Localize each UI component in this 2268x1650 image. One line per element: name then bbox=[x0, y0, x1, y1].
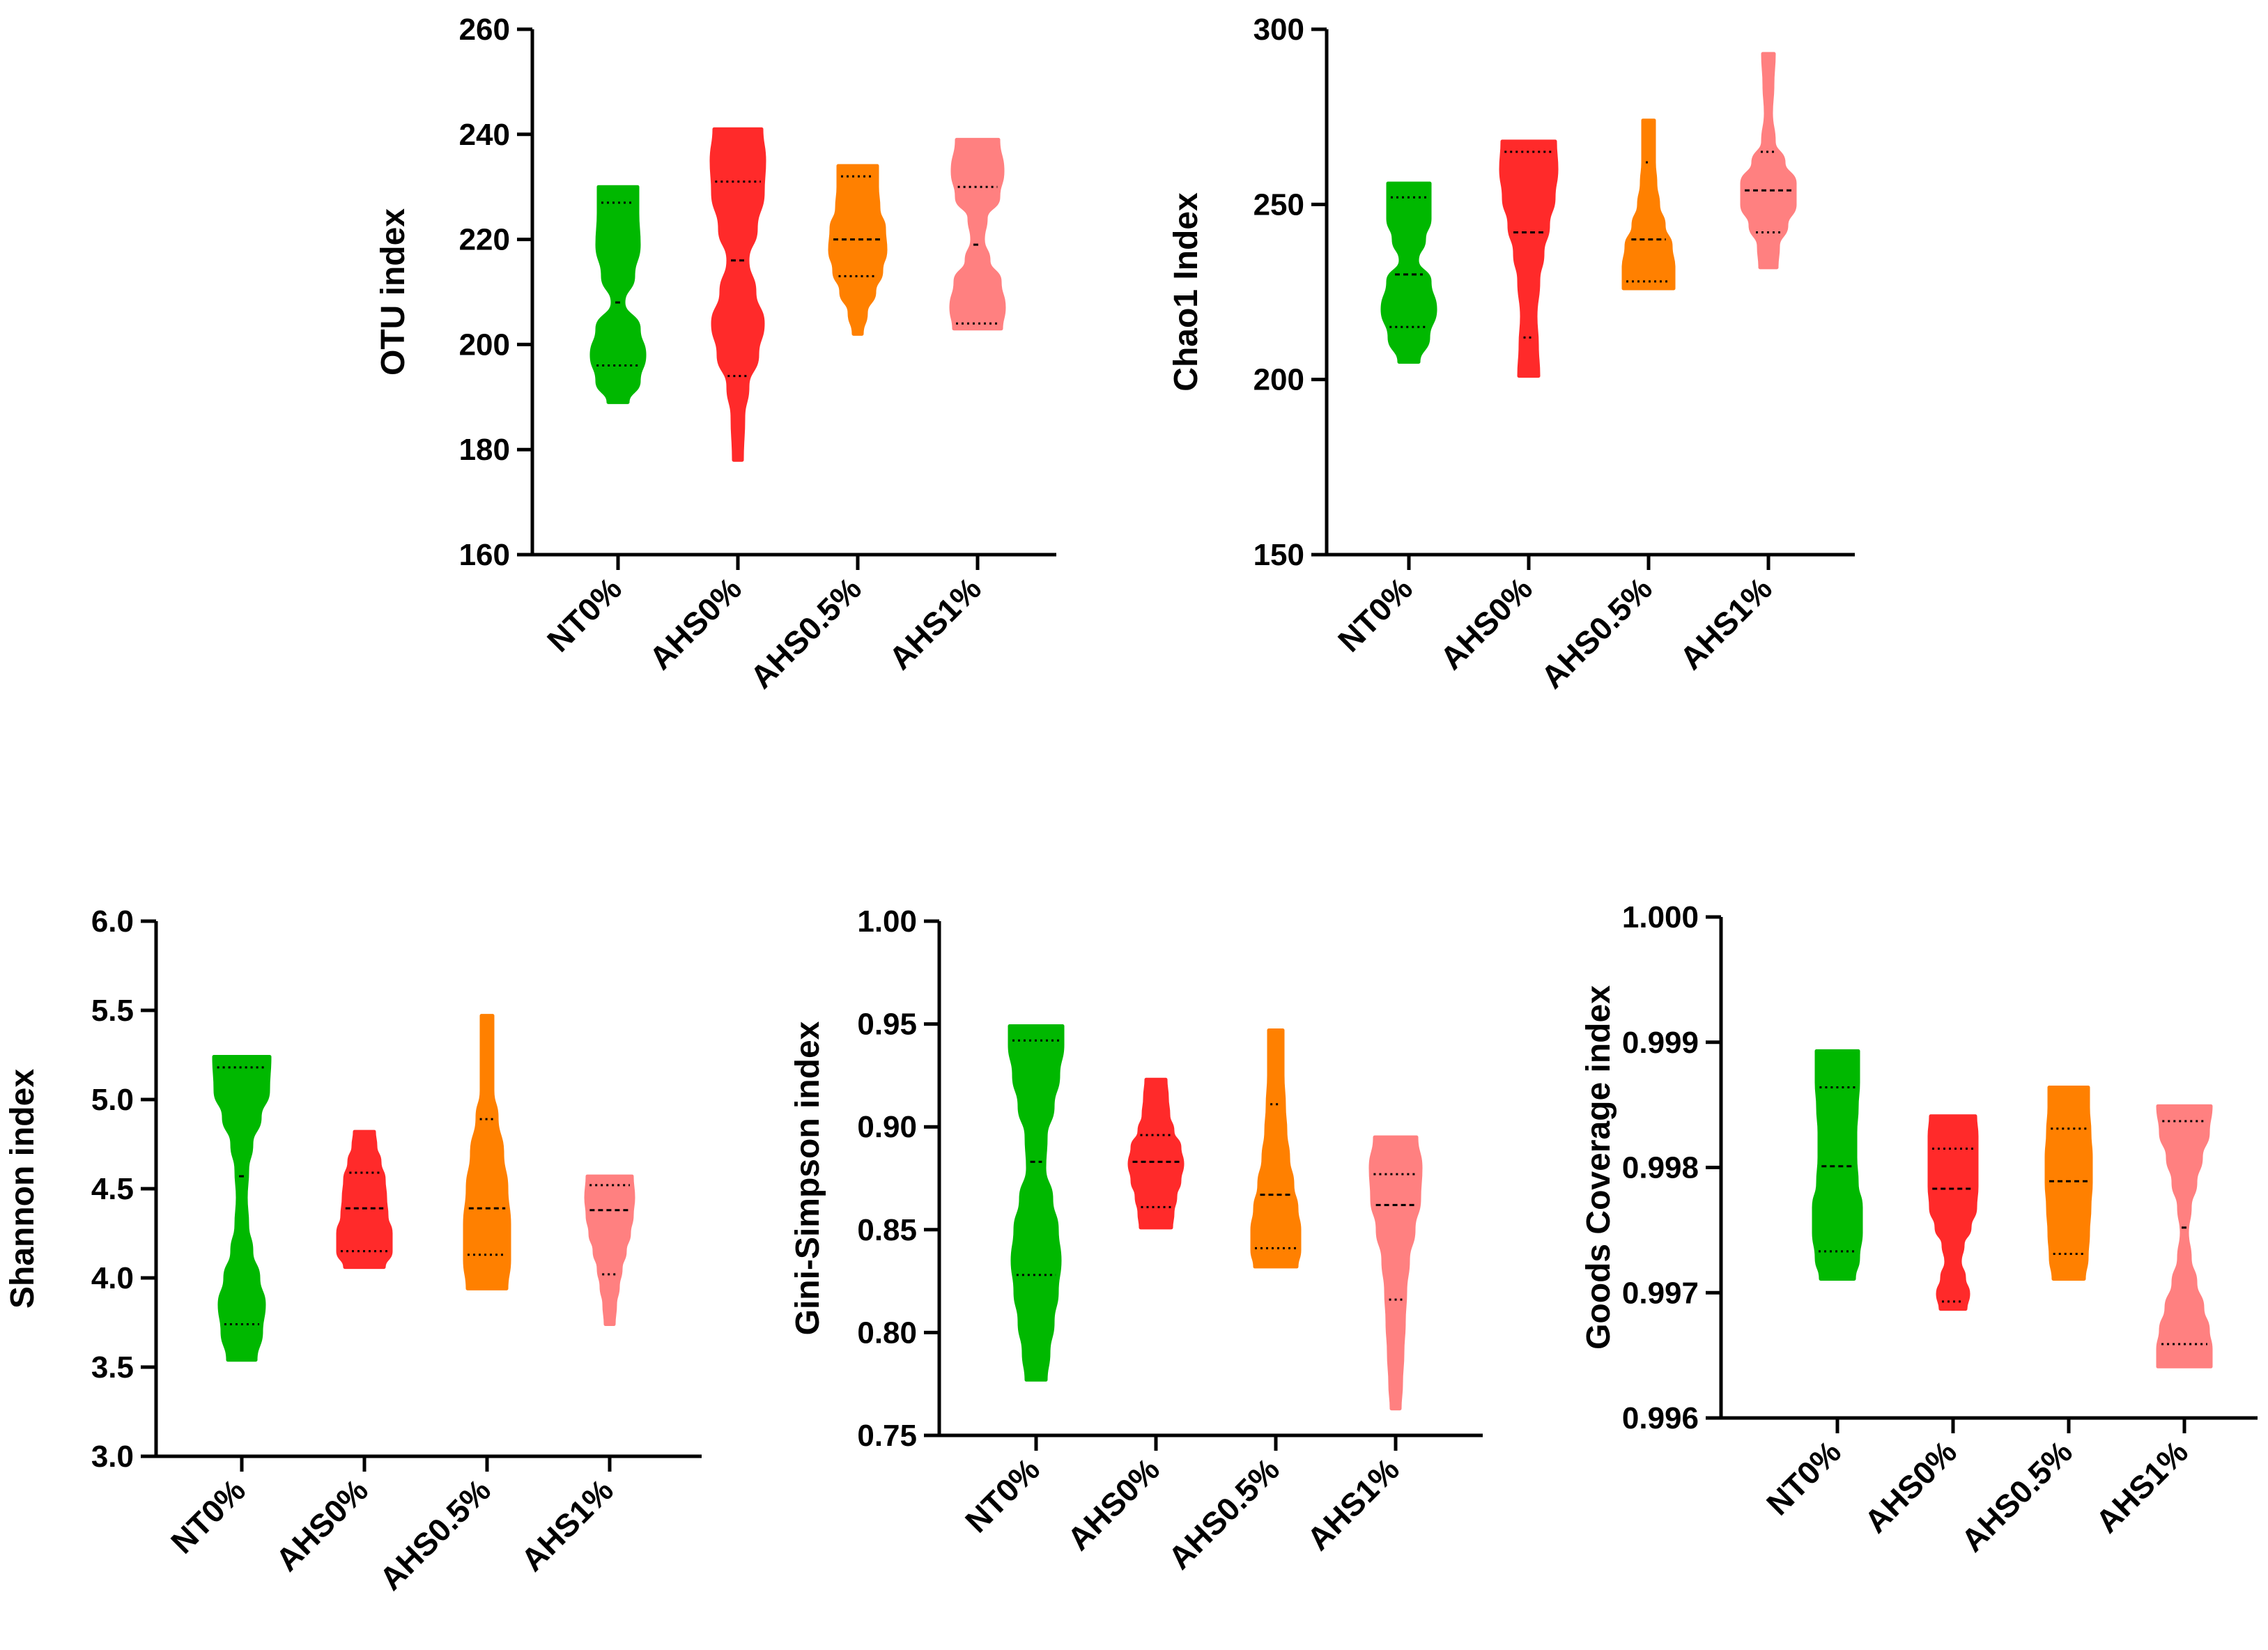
violin-3 bbox=[2044, 1085, 2093, 1281]
y-tick-label: 200 bbox=[459, 327, 510, 362]
violin-2 bbox=[1499, 139, 1559, 378]
x-tick-label: AHS0% bbox=[1858, 1433, 1964, 1539]
violin-4 bbox=[1368, 1135, 1423, 1411]
violin-4 bbox=[1740, 52, 1797, 270]
y-tick-label: 200 bbox=[1253, 363, 1304, 397]
y-tick-label: 0.998 bbox=[1622, 1151, 1699, 1185]
chart-panel-4: 0.75 0.80 0.85 0.90 0.95 1.00 Gini-Simpson ind… bbox=[789, 904, 1483, 1576]
y-tick-label: 180 bbox=[459, 433, 510, 467]
y-tick-label: 5.0 bbox=[91, 1083, 134, 1117]
y-tick-label: 300 bbox=[1253, 13, 1304, 47]
x-tick-label: NT0% bbox=[958, 1451, 1047, 1539]
y-axis-title: Shannon index bbox=[4, 1069, 41, 1309]
violin-2 bbox=[1927, 1114, 1979, 1311]
y-tick-label: 0.997 bbox=[1622, 1276, 1699, 1310]
violin-1 bbox=[212, 1055, 272, 1362]
y-tick-label: 0.95 bbox=[857, 1008, 917, 1042]
violin-1 bbox=[589, 185, 647, 404]
y-tick-label: 150 bbox=[1253, 538, 1304, 572]
y-tick-label: 260 bbox=[459, 13, 510, 47]
x-tick-label: NT0% bbox=[164, 1472, 252, 1560]
x-tick-label: AHS1% bbox=[1300, 1451, 1406, 1557]
violin-2 bbox=[709, 127, 766, 462]
x-tick-label: AHS0.5% bbox=[1161, 1451, 1286, 1576]
x-tick-label: AHS0.5% bbox=[1534, 570, 1659, 695]
x-tick-label: AHS1% bbox=[1673, 570, 1779, 676]
x-tick-label: AHS0.5% bbox=[743, 570, 868, 695]
y-tick-label: 250 bbox=[1253, 187, 1304, 222]
violin-3 bbox=[1621, 118, 1676, 291]
x-tick-label: AHS0% bbox=[1060, 1451, 1166, 1557]
x-tick-label: NT0% bbox=[1331, 570, 1419, 658]
violin-2 bbox=[336, 1129, 393, 1270]
violin-1 bbox=[1008, 1024, 1065, 1382]
x-tick-label: AHS1% bbox=[882, 570, 988, 676]
y-tick-label: 0.999 bbox=[1622, 1026, 1699, 1060]
x-tick-label: AHS0.5% bbox=[1954, 1433, 2079, 1559]
y-tick-label: 240 bbox=[459, 118, 510, 152]
violin-3 bbox=[828, 164, 888, 336]
violin-1 bbox=[1380, 181, 1437, 364]
y-tick-label: 3.5 bbox=[91, 1350, 134, 1385]
y-axis-title: Goods Coverage index bbox=[1580, 985, 1617, 1350]
violin-4 bbox=[2156, 1104, 2213, 1368]
y-tick-label: 1.00 bbox=[857, 904, 917, 939]
y-tick-label: 0.80 bbox=[857, 1316, 917, 1350]
x-tick-label: AHS0% bbox=[1433, 570, 1539, 676]
violin-1 bbox=[1812, 1049, 1863, 1281]
x-tick-label: AHS0% bbox=[642, 570, 748, 676]
chart-panel-5: 0.996 0.997 0.998 0.999 1.000 Goods Coverage … bbox=[1580, 900, 2258, 1559]
x-tick-label: AHS0.5% bbox=[372, 1472, 497, 1597]
y-tick-label: 4.0 bbox=[91, 1261, 134, 1295]
y-tick-label: 220 bbox=[459, 223, 510, 257]
y-tick-label: 4.5 bbox=[91, 1172, 134, 1206]
violin-2 bbox=[1127, 1077, 1185, 1230]
violin-3 bbox=[1250, 1028, 1302, 1269]
y-tick-label: 160 bbox=[459, 538, 510, 572]
violin-3 bbox=[463, 1014, 511, 1290]
x-tick-label: AHS1% bbox=[2089, 1433, 2195, 1539]
y-axis-title: Gini-Simpson index bbox=[789, 1021, 826, 1335]
y-tick-label: 6.0 bbox=[91, 904, 134, 939]
x-tick-label: NT0% bbox=[540, 570, 628, 658]
chart-panel-2: 150 200 250 300 Chao1 Index NT0% AHS0%AHS0.5% A… bbox=[1168, 13, 1855, 695]
y-tick-label: 1.000 bbox=[1622, 900, 1699, 934]
y-tick-label: 0.75 bbox=[857, 1419, 917, 1453]
y-axis-title: OTU index bbox=[375, 208, 412, 376]
y-tick-label: 0.996 bbox=[1622, 1401, 1699, 1435]
y-tick-label: 0.85 bbox=[857, 1213, 917, 1247]
y-tick-label: 0.90 bbox=[857, 1110, 917, 1144]
violin-4 bbox=[949, 137, 1006, 331]
y-tick-label: 3.0 bbox=[91, 1440, 134, 1474]
y-tick-label: 5.5 bbox=[91, 994, 134, 1028]
chart-panel-1: 160 180 200 220 240 260 OTU index NT0% AHS0%AHS0… bbox=[375, 13, 1056, 695]
violin-4 bbox=[584, 1174, 635, 1327]
x-tick-label: NT0% bbox=[1759, 1433, 1848, 1522]
x-tick-label: AHS0% bbox=[269, 1472, 375, 1578]
y-axis-title: Chao1 Index bbox=[1168, 192, 1205, 392]
x-tick-label: AHS1% bbox=[514, 1472, 620, 1578]
